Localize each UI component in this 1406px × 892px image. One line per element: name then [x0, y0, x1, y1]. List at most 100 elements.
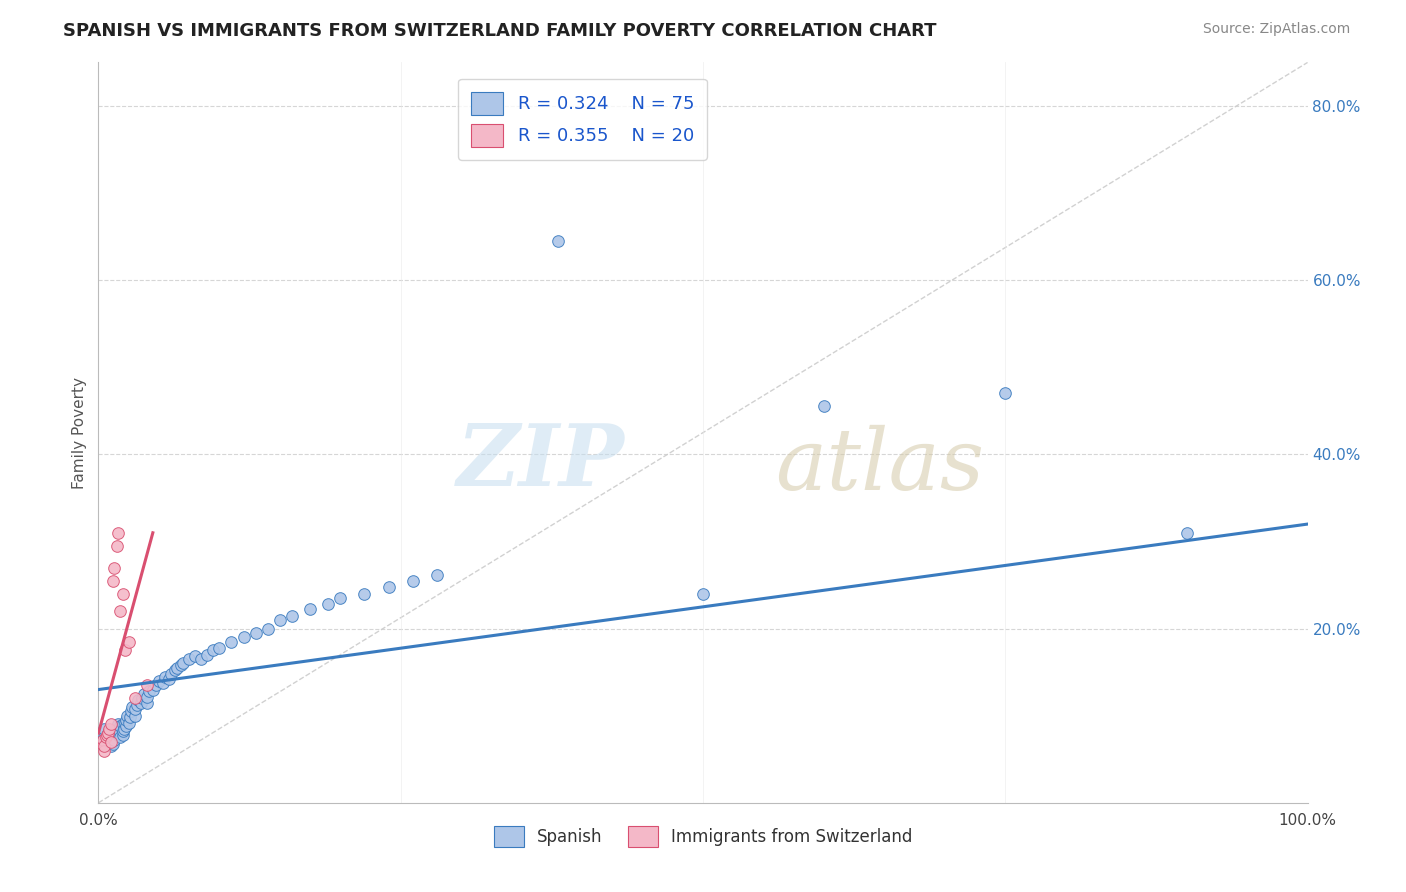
Point [100, 735, 122, 749]
Point [245, 626, 267, 640]
Point [1175, 525, 1198, 540]
Point [299, 602, 322, 616]
Point [195, 648, 218, 662]
Point [111, 587, 134, 601]
Point [256, 622, 278, 636]
Point [353, 587, 375, 601]
Point [103, 560, 125, 574]
Point [127, 693, 149, 707]
Point [94, 731, 117, 745]
Point [108, 604, 131, 618]
Point [160, 666, 183, 681]
Point [93, 739, 115, 754]
Point [100, 739, 122, 754]
Point [100, 724, 122, 739]
Point [93, 722, 115, 736]
Point [100, 733, 122, 747]
Point [157, 672, 180, 686]
Legend: Spanish, Immigrants from Switzerland: Spanish, Immigrants from Switzerland [486, 819, 920, 854]
Point [112, 722, 135, 736]
Point [129, 696, 152, 710]
Text: Source: ZipAtlas.com: Source: ZipAtlas.com [1202, 22, 1350, 37]
Point [145, 678, 167, 692]
Point [377, 580, 399, 594]
Point [101, 731, 124, 745]
Point [124, 702, 146, 716]
Point [101, 574, 124, 588]
Point [107, 525, 129, 540]
Point [108, 719, 131, 733]
Point [202, 643, 225, 657]
Point [152, 675, 174, 690]
Point [135, 696, 157, 710]
Point [232, 630, 254, 644]
Point [127, 698, 149, 713]
Point [118, 710, 141, 724]
Point [111, 724, 134, 739]
Point [163, 664, 186, 678]
Point [97, 726, 120, 740]
Point [169, 658, 191, 673]
Point [114, 715, 136, 730]
Point [115, 713, 138, 727]
Point [131, 691, 153, 706]
Point [179, 652, 201, 666]
Text: SPANISH VS IMMIGRANTS FROM SWITZERLAND FAMILY POVERTY CORRELATION CHART: SPANISH VS IMMIGRANTS FROM SWITZERLAND F… [63, 22, 936, 40]
Point [281, 608, 304, 623]
Point [142, 682, 165, 697]
Point [105, 726, 128, 740]
Point [107, 728, 129, 742]
Point [402, 574, 425, 588]
Point [111, 717, 134, 731]
Point [105, 722, 128, 736]
Point [96, 728, 118, 742]
Text: ZIP: ZIP [457, 420, 624, 504]
Point [117, 708, 139, 723]
Point [813, 400, 835, 414]
Point [184, 649, 207, 664]
Point [994, 386, 1017, 401]
Point [96, 735, 118, 749]
Point [124, 708, 146, 723]
Point [134, 687, 156, 701]
Point [329, 591, 352, 606]
Y-axis label: Family Poverty: Family Poverty [72, 376, 87, 489]
Point [98, 722, 121, 736]
Point [172, 657, 194, 671]
Point [221, 634, 243, 648]
Point [124, 691, 146, 706]
Point [108, 723, 131, 738]
Point [103, 733, 125, 747]
Point [91, 737, 114, 751]
Point [153, 669, 176, 683]
Point [108, 731, 131, 745]
Point [135, 678, 157, 692]
Point [190, 652, 212, 666]
Point [118, 715, 141, 730]
Point [101, 737, 124, 751]
Point [426, 567, 449, 582]
Point [100, 717, 122, 731]
Point [93, 731, 115, 745]
Point [166, 661, 188, 675]
Point [121, 700, 143, 714]
Point [148, 673, 170, 688]
Point [100, 728, 122, 742]
Point [107, 717, 129, 731]
Point [135, 690, 157, 704]
Point [208, 640, 231, 655]
Point [105, 539, 128, 553]
Point [91, 733, 114, 747]
Point [269, 613, 291, 627]
Point [93, 743, 115, 757]
Point [547, 234, 569, 248]
Point [115, 719, 138, 733]
Point [118, 634, 141, 648]
Point [138, 684, 160, 698]
Point [120, 704, 142, 718]
Point [114, 643, 136, 657]
Point [316, 597, 339, 611]
Point [111, 728, 134, 742]
Point [97, 726, 120, 740]
Text: atlas: atlas [776, 425, 984, 508]
